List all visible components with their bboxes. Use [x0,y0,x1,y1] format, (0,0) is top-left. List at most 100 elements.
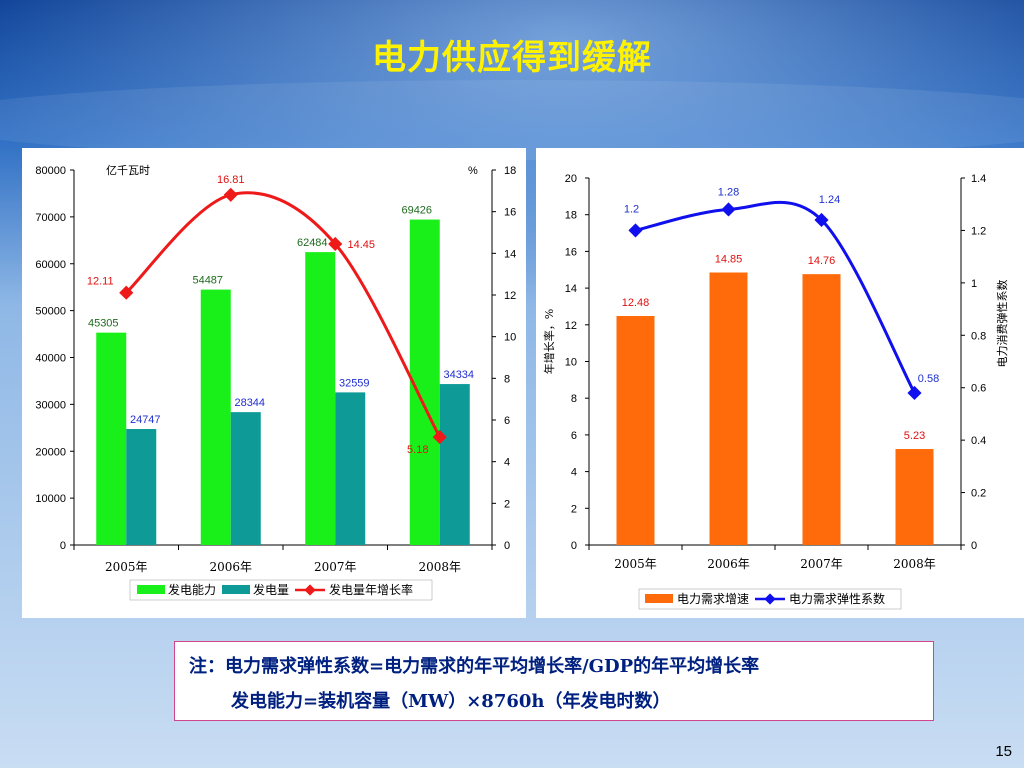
right-tick-label: 4 [504,457,510,469]
right-tick-label: 1.4 [971,173,986,185]
left-tick-label: 20000 [35,446,66,458]
legend-swatch [222,585,250,594]
legend-label: 电力需求弹性系数 [789,591,885,606]
right-tick-label: 0.8 [971,330,986,342]
x-tick-label: 2008年 [893,557,936,571]
line-data-label: 14.45 [347,239,375,251]
bar-generation [230,412,261,545]
right-tick-label: 16 [504,207,516,219]
left-tick-label: 2 [571,503,577,515]
left-tick-label: 50000 [35,306,66,318]
elasticity-marker [814,212,829,228]
x-tick-label: 2007年 [800,557,843,571]
x-tick-label: 2006年 [707,557,750,571]
left-tick-label: 40000 [35,353,66,365]
left-tick-label: 0 [60,540,66,552]
bar-demand-growth [802,274,841,545]
bar-data-label: 34334 [443,369,474,381]
left-tick-label: 0 [571,540,577,552]
line-data-label: 12.11 [87,276,114,288]
right-tick-label: 14 [504,248,516,260]
x-tick-label: 2007年 [314,560,357,574]
x-tick-label: 2005年 [105,560,148,574]
note-elasticity-definition: 注：电力需求弹性系数=电力需求的年平均增长率/GDP的年平均增长率 [189,656,760,677]
right-tick-label: 0 [971,540,977,552]
right-chart-panel: 0 2 4 6 8 10 12 14 16 18 20 0 0.2 0.4 0.6 0.8 1 1.2 1.4 年增长… [536,148,1024,618]
right-axis-unit: % [468,165,478,177]
bar-generation [126,428,157,545]
bar-demand-growth [895,449,934,545]
left-tick-label: 80000 [35,165,66,177]
bar-data-label: 69426 [401,205,432,217]
line-data-label: 0.58 [918,373,939,385]
line-data-label: 1.28 [718,186,739,198]
elasticity-marker [628,223,643,238]
page-number: 15 [995,743,1012,760]
left-tick-label: 6 [571,430,577,442]
line-data-label: 5.18 [407,444,428,456]
left-tick-label: 12 [565,320,577,332]
bar-capacity [409,219,440,546]
left-tick-label: 20 [565,173,577,185]
growth-rate-marker [328,236,343,252]
right-axis-label: 电力消费弹性系数 [995,280,1009,368]
power-demand-chart: 0 2 4 6 8 10 12 14 16 18 20 0 0.2 0.4 0.6 0.8 1 1.2 1.4 年增长… [542,173,1009,610]
elasticity-line [635,200,916,394]
bar-capacity [200,289,231,545]
legend-label: 发电能力 [168,582,216,597]
right-tick-label: 10 [504,332,516,344]
bar-demand-growth [616,315,655,545]
bar-data-label: 24747 [130,414,161,426]
right-tick-label: 1 [971,278,977,290]
growth-rate-marker [223,187,238,202]
legend-label: 发电量 [253,582,289,597]
x-tick-label: 2005年 [614,557,657,571]
note-capacity-definition: 发电能力=装机容量（MW）×8760h（年发电时数） [231,691,671,712]
legend-marker [304,584,316,596]
bar-capacity [96,332,127,545]
bar-generation [335,392,366,545]
right-tick-label: 0.6 [971,383,986,395]
slide-title: 电力供应得到缓解 [372,38,652,78]
x-tick-label: 2008年 [418,560,461,574]
left-tick-label: 10000 [35,493,66,505]
legend-label: 发电量年增长率 [329,582,413,597]
bar-data-label: 12.48 [622,297,650,309]
left-tick-label: 70000 [35,212,66,224]
legend-swatch [645,594,673,603]
right-tick-label: 12 [504,290,516,302]
elasticity-marker [721,202,736,217]
bar-demand-growth [709,272,748,545]
left-tick-label: 14 [565,283,577,295]
right-tick-label: 1.2 [971,225,986,237]
bar-data-label: 54487 [192,275,223,287]
bar-data-label: 32559 [339,377,370,389]
note-box: 注：电力需求弹性系数=电力需求的年平均增长率/GDP的年平均增长率 发电能力=装… [174,641,934,721]
left-tick-label: 8 [571,393,577,405]
left-tick-label: 30000 [35,399,66,411]
legend-box [129,579,433,601]
bar-data-label: 45305 [88,318,119,330]
right-tick-label: 0.4 [971,435,986,447]
bar-data-label: 5.23 [904,430,925,442]
left-tick-label: 4 [571,467,577,479]
right-tick-label: 0 [504,540,510,552]
right-tick-label: 18 [504,165,516,177]
left-chart-panel: 0 10000 20000 30000 40000 50000 60000 70000 8000… [22,148,526,618]
right-tick-label: 8 [504,373,510,385]
line-data-label: 1.24 [819,194,840,206]
left-axis-unit: 亿千瓦时 [106,164,150,177]
line-data-label: 16.81 [217,174,245,186]
left-tick-label: 16 [565,246,577,258]
left-tick-label: 10 [565,357,577,369]
bar-data-label: 14.85 [715,254,743,266]
growth-rate-line [125,191,442,438]
bar-data-label: 28344 [234,397,265,409]
right-tick-label: 0.2 [971,488,986,500]
bar-capacity [305,252,336,545]
bar-generation [439,384,470,545]
power-supply-chart: 0 10000 20000 30000 40000 50000 60000 70000 8000… [35,164,516,601]
legend-marker [764,593,776,605]
left-tick-label: 18 [565,210,577,222]
left-tick-label: 60000 [35,259,66,271]
